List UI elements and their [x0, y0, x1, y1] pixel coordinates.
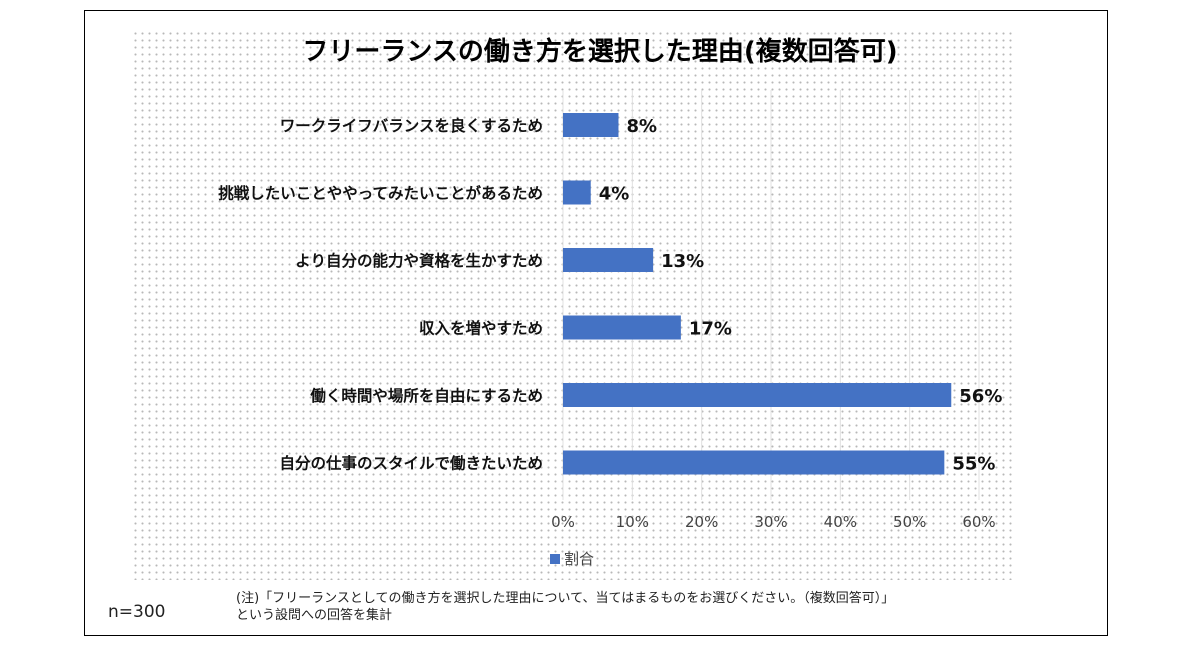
bar: [563, 248, 654, 272]
footnote: (注)「フリーランスとしての働き方を選択した理由について、当てはまるものをお選び…: [236, 590, 1096, 624]
x-tick-label: 10%: [616, 513, 649, 531]
category-label: 収入を増やすため: [419, 319, 543, 338]
bars: [563, 113, 952, 475]
category-label: 挑戦したいことややってみたいことがあるため: [218, 184, 543, 203]
sample-size: n=300: [108, 602, 166, 622]
legend-swatch: [550, 553, 560, 564]
data-label: 4%: [599, 184, 630, 205]
category-labels: ワークライフバランスを良くするため挑戦したいことややってみたいことがあるためより…: [218, 116, 543, 473]
legend: 割合: [550, 548, 594, 569]
category-label: より自分の能力や資格を生かすため: [295, 251, 543, 270]
bar: [563, 113, 619, 137]
x-tick-label: 30%: [754, 513, 787, 531]
category-label: ワークライフバランスを良くするため: [280, 116, 543, 135]
x-tick-label: 60%: [962, 513, 995, 531]
bar: [563, 315, 681, 340]
data-label: 56%: [959, 386, 1002, 407]
bar: [563, 450, 945, 475]
x-tick-label: 50%: [893, 513, 926, 531]
x-tick-label: 40%: [824, 513, 857, 531]
data-label: 13%: [661, 251, 704, 272]
category-label: 働く時間や場所を自由にするため: [309, 386, 543, 405]
data-labels: 8% 4% 13% 17% 56% 55%: [599, 116, 1003, 475]
bar: [563, 383, 952, 407]
footnote-line-1: (注)「フリーランスとしての働き方を選択した理由について、当てはまるものをお選び…: [236, 591, 895, 606]
category-label: 自分の仕事のスタイルで働きたいため: [279, 454, 543, 473]
legend-label: 割合: [564, 550, 595, 568]
gridlines: [562, 90, 980, 500]
data-label: 17%: [689, 319, 732, 340]
x-tick-label: 0%: [551, 513, 575, 531]
x-axis-ticks: 0% 10% 20% 30% 40% 50% 60%: [551, 513, 996, 531]
x-tick-label: 20%: [685, 513, 718, 531]
footnote-line-2: という設問への回答を集計: [236, 608, 393, 623]
data-label: 55%: [952, 454, 995, 475]
data-label: 8%: [626, 116, 657, 137]
bar: [563, 180, 591, 205]
chart-title: フリーランスの働き方を選択した理由(複数回答可): [302, 36, 897, 67]
